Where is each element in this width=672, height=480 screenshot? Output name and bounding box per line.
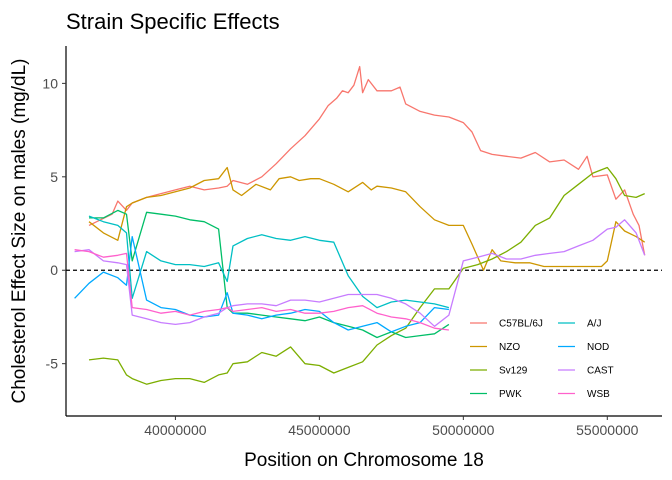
legend-label: C57BL/6J — [499, 319, 543, 330]
y-tick-label: -5 — [46, 356, 59, 372]
x-tick-label: 50000000 — [432, 422, 495, 438]
x-tick-label: 45000000 — [288, 422, 351, 438]
series-line-wsb — [74, 249, 449, 331]
legend-item-pwk: PWK — [470, 389, 522, 400]
legend-label: PWK — [499, 389, 522, 400]
legend-label: A/J — [587, 319, 601, 330]
x-tick-label: 55000000 — [576, 422, 639, 438]
legend-item-a-j: A/J — [558, 319, 601, 330]
series-line-cast — [74, 219, 646, 327]
legend-item-sv129: Sv129 — [470, 366, 528, 377]
series-line-c57bl-6j — [88, 65, 646, 256]
y-axis-title: Cholesterol Effect Size on males (mg/dL) — [9, 59, 30, 404]
legend-item-c57bl-6j: C57BL/6J — [470, 319, 543, 330]
legend-item-cast: CAST — [558, 366, 614, 377]
x-axis-ticks: 40000000 45000000 50000000 55000000 — [144, 416, 639, 438]
y-tick-label: 0 — [50, 262, 58, 278]
legend-label: Sv129 — [499, 366, 528, 377]
y-tick-label: 10 — [42, 75, 58, 91]
plot-area — [66, 65, 662, 385]
legend-item-nod: NOD — [558, 342, 609, 353]
x-axis-title: Position on Chromosome 18 — [244, 450, 484, 471]
legend-label: NOD — [587, 342, 609, 353]
series-line-a-j — [88, 215, 450, 309]
series-line-nzo — [88, 166, 646, 271]
series-line-pwk — [89, 209, 450, 339]
series-line-sv129 — [88, 166, 645, 385]
y-axis-ticks: -5 0 5 10 — [42, 75, 66, 372]
legend-item-nzo: NZO — [470, 342, 520, 353]
y-tick-label: 5 — [50, 169, 58, 185]
x-tick-label: 40000000 — [144, 422, 207, 438]
chart-title: Strain Specific Effects — [66, 9, 280, 34]
legend-label: CAST — [587, 366, 614, 377]
legend-label: WSB — [587, 389, 610, 400]
legend-item-wsb: WSB — [558, 389, 610, 400]
series-line-nod — [74, 235, 449, 333]
legend-label: NZO — [499, 342, 520, 353]
legend: C57BL/6J A/J NZO NOD Sv129 CAST PWK WSB — [470, 319, 614, 400]
